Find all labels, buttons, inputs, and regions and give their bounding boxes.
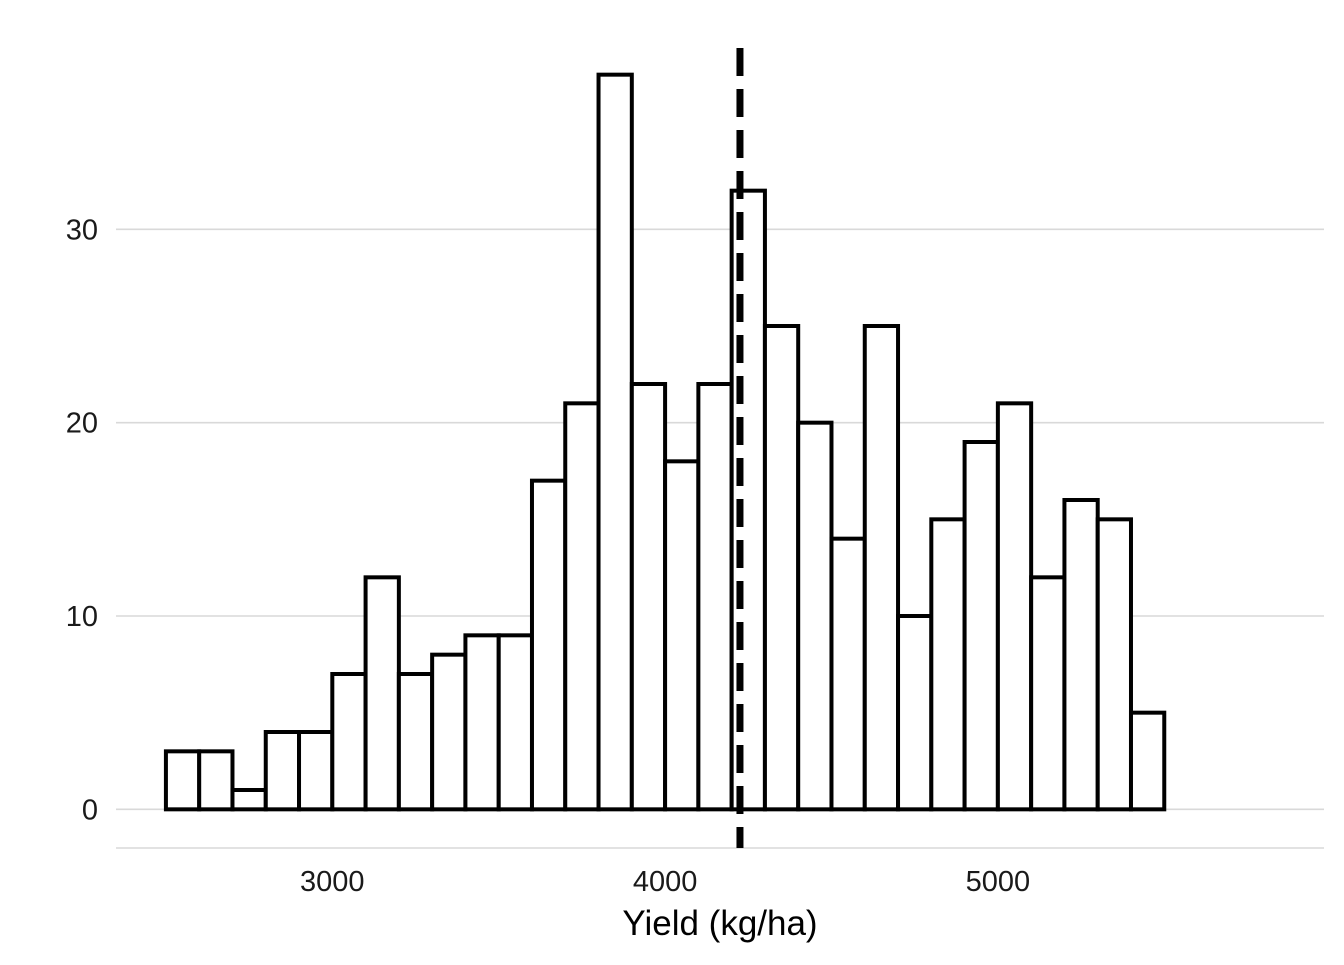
histogram-bar-4700-4800 bbox=[896, 614, 934, 812]
histogram-bar-2900-3000 bbox=[297, 730, 335, 812]
histogram-bar-3200-3300 bbox=[396, 672, 435, 812]
histogram-bar-5100-5200 bbox=[1029, 575, 1067, 812]
histogram-bar-5200-5300 bbox=[1062, 498, 1100, 812]
x-tick-label: 3000 bbox=[300, 866, 365, 898]
x-axis-tick-labels: 3000 4000 5000 bbox=[300, 866, 1030, 898]
histogram-bar-2800-2900 bbox=[263, 730, 302, 812]
histogram-bar-2500-2600 bbox=[163, 749, 202, 812]
histogram-bar-4000-4100 bbox=[663, 459, 701, 812]
histogram-bar-3400-3500 bbox=[463, 633, 501, 812]
histogram-bar-3700-3800 bbox=[563, 401, 601, 812]
y-tick-label: 30 bbox=[66, 214, 98, 246]
histogram-bars bbox=[163, 72, 1167, 812]
x-tick-label: 4000 bbox=[633, 866, 698, 898]
histogram-bar-5000-5100 bbox=[995, 401, 1034, 812]
histogram-bar-3900-4000 bbox=[629, 382, 668, 812]
histogram-bar-4400-4500 bbox=[796, 420, 834, 812]
histogram-bar-5300-5400 bbox=[1095, 517, 1133, 812]
histogram-bar-4500-4600 bbox=[829, 536, 867, 812]
histogram-bar-3100-3200 bbox=[363, 575, 401, 812]
y-axis-tick-labels: 0 10 20 30 bbox=[66, 214, 98, 826]
y-tick-label: 0 bbox=[82, 794, 98, 826]
histogram-bar-4600-4700 bbox=[862, 324, 901, 812]
histogram-bar-3000-3100 bbox=[330, 672, 368, 812]
y-tick-label: 20 bbox=[66, 408, 98, 440]
histogram-bar-3600-3700 bbox=[529, 478, 568, 812]
histogram-bar-2600-2700 bbox=[197, 749, 235, 812]
histogram-bar-4900-5000 bbox=[962, 440, 1000, 812]
histogram-bar-5400-5500 bbox=[1128, 710, 1167, 812]
histogram-bar-3300-3400 bbox=[430, 652, 468, 812]
histogram-bar-3800-3900 bbox=[596, 72, 634, 812]
histogram-bar-4800-4900 bbox=[929, 517, 967, 812]
histogram-bar-4300-4400 bbox=[762, 324, 801, 812]
y-tick-label: 10 bbox=[66, 601, 98, 633]
histogram-bar-4100-4200 bbox=[696, 382, 734, 812]
histogram-bar-2700-2800 bbox=[230, 788, 268, 812]
x-tick-label: 5000 bbox=[966, 866, 1031, 898]
x-axis-title: Yield (kg/ha) bbox=[622, 904, 817, 943]
histogram-bar-3500-3600 bbox=[496, 633, 534, 812]
